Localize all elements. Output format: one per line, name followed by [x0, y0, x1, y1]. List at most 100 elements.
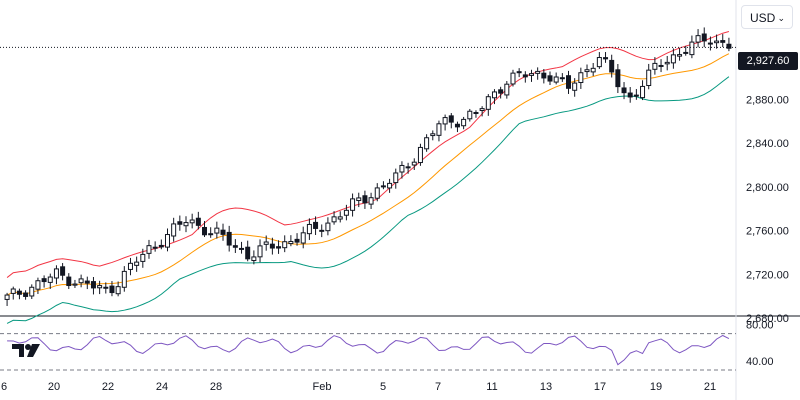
candle-body [424, 137, 430, 150]
candle-body [239, 247, 245, 250]
candle-body [640, 85, 646, 99]
candle-body [158, 244, 164, 248]
candle-body [300, 232, 306, 244]
candle-body [343, 209, 349, 216]
candle-body [726, 43, 732, 49]
candle-body [658, 64, 664, 67]
candle-body [90, 281, 96, 289]
candle-body [152, 246, 158, 249]
x-tick-label: 28 [210, 381, 222, 393]
candle-body [356, 197, 362, 202]
candle-body [60, 266, 66, 276]
candle-body [417, 146, 423, 164]
candle-body [84, 280, 90, 284]
candle-body [516, 71, 522, 74]
x-tick-label: 17 [594, 381, 606, 393]
y-tick-label: 2,680.00 [746, 313, 789, 325]
candle-body [510, 72, 516, 85]
candle-body [547, 75, 553, 82]
x-tick-label: 7 [435, 381, 441, 393]
candle-body [134, 261, 140, 266]
candle-body [473, 112, 479, 115]
candle-body [633, 94, 639, 97]
x-tick-label: Feb [313, 381, 332, 393]
candle-body [461, 118, 467, 127]
candle-body [454, 123, 460, 128]
candle-body [208, 233, 214, 236]
candle-body [609, 59, 615, 73]
rsi-tick-label: 80.00 [746, 320, 774, 332]
candle-body [146, 245, 152, 254]
candle-body [47, 276, 53, 283]
candle-body [689, 41, 695, 56]
rsi-line [7, 334, 730, 366]
candle-body [29, 286, 35, 297]
currency-selector[interactable]: USD ⌄ [741, 5, 793, 29]
candle-body [115, 286, 121, 295]
candle-body [535, 70, 541, 74]
candle-body [103, 286, 109, 289]
candle-body [288, 240, 294, 245]
candle-body [232, 245, 238, 248]
y-tick-label: 2,880.00 [746, 94, 789, 106]
middle-band-line [6, 53, 730, 296]
candle-body [202, 226, 208, 236]
candle-body [411, 161, 417, 166]
candle-body [78, 278, 84, 284]
candle-body [559, 77, 565, 80]
candle-body [140, 253, 146, 262]
candle-body [4, 294, 10, 300]
y-tick-label: 2,840.00 [746, 138, 789, 150]
candle-body [276, 246, 282, 249]
candle-body [16, 290, 22, 295]
candle-body [498, 89, 504, 94]
rsi-tick-label: 40.00 [746, 356, 774, 368]
candle-body [683, 51, 689, 54]
last-price-badge: 2,927.60 [738, 52, 798, 70]
candle-body [35, 280, 41, 290]
candle-body [350, 198, 356, 211]
candle-body [442, 117, 448, 125]
candle-body [405, 166, 411, 169]
candle-body [566, 75, 572, 89]
candle-body [677, 54, 683, 57]
lower-band-line [6, 76, 730, 324]
candle-body [41, 278, 47, 283]
candle-body [646, 69, 652, 87]
candle-body [245, 246, 251, 260]
candle-body [66, 276, 72, 287]
x-tick-label: 22 [102, 381, 114, 393]
candle-body [97, 285, 103, 289]
candle-body [522, 74, 528, 78]
candle-body [214, 227, 220, 234]
candle-body [72, 283, 78, 286]
candle-body [220, 229, 226, 235]
candle-body [53, 268, 59, 279]
candle-body [183, 222, 189, 227]
candle-body [707, 42, 713, 45]
candle-body [720, 40, 726, 43]
candle-body [269, 243, 275, 249]
x-tick-label: 21 [704, 381, 716, 393]
candle-body [664, 61, 670, 65]
x-tick-label: 19 [650, 381, 662, 393]
candle-body [171, 223, 177, 237]
candle-body [430, 133, 436, 137]
candle-body [127, 262, 133, 270]
candle-body [572, 82, 578, 91]
candle-body [251, 256, 257, 262]
candle-body [313, 221, 319, 229]
candle-body [603, 57, 609, 60]
chevron-down-icon: ⌄ [777, 13, 785, 23]
candle-body [226, 231, 232, 246]
candle-body [325, 222, 331, 232]
candle-body [387, 182, 393, 189]
x-tick-label: 24 [156, 381, 168, 393]
candle-body [670, 54, 676, 64]
candle-body [368, 197, 374, 205]
candle-body [621, 87, 627, 94]
candle-body [294, 238, 300, 243]
candle-body [448, 115, 454, 123]
candle-body [541, 72, 547, 79]
